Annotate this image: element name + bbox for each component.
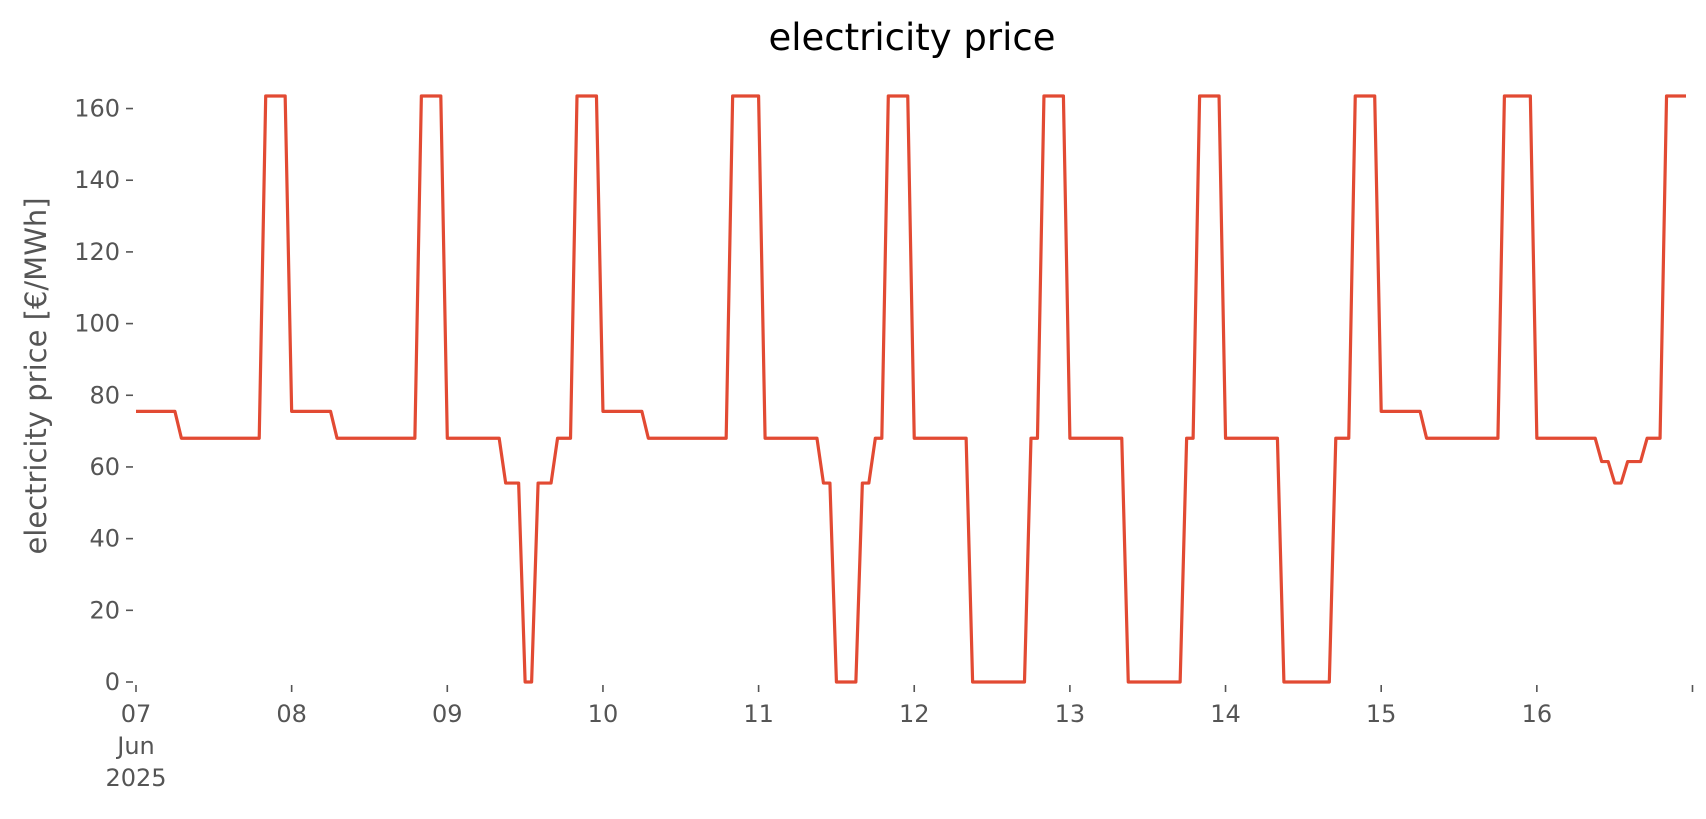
series-line bbox=[136, 94, 1686, 684]
x-tick-label: 15 bbox=[1366, 700, 1397, 728]
y-tick-label: 140 bbox=[74, 166, 120, 194]
x-tick-label: 12 bbox=[899, 700, 930, 728]
x-tick-label: 07 bbox=[121, 700, 152, 728]
x-tick-label: 14 bbox=[1210, 700, 1241, 728]
y-axis: 0 20 40 60 80 100 120 140 160 bbox=[74, 95, 133, 696]
x-axis: 07 Jun 2025 08 09 10 11 12 13 14 15 16 bbox=[105, 685, 1694, 792]
x-tick-label: Jun bbox=[115, 732, 155, 760]
y-tick-label: 160 bbox=[74, 95, 120, 123]
y-tick-label: 60 bbox=[89, 453, 120, 481]
y-tick-label: 100 bbox=[74, 310, 120, 338]
x-tick-label: 2025 bbox=[105, 764, 166, 792]
x-tick-label: 13 bbox=[1055, 700, 1086, 728]
x-tick-label: 16 bbox=[1522, 700, 1553, 728]
y-tick-label: 80 bbox=[89, 381, 120, 409]
y-tick-label: 40 bbox=[89, 525, 120, 553]
y-axis-label: electricity price [€/MWh] bbox=[19, 197, 53, 554]
y-tick-label: 120 bbox=[74, 238, 120, 266]
x-tick-label: 10 bbox=[588, 700, 619, 728]
y-tick-label: 0 bbox=[105, 668, 120, 696]
x-tick-label: 11 bbox=[743, 700, 774, 728]
chart-title: electricity price bbox=[768, 16, 1055, 59]
plot-area bbox=[136, 94, 1686, 684]
y-tick-label: 20 bbox=[89, 596, 120, 624]
x-tick-label: 09 bbox=[432, 700, 463, 728]
x-tick-label: 08 bbox=[276, 700, 307, 728]
